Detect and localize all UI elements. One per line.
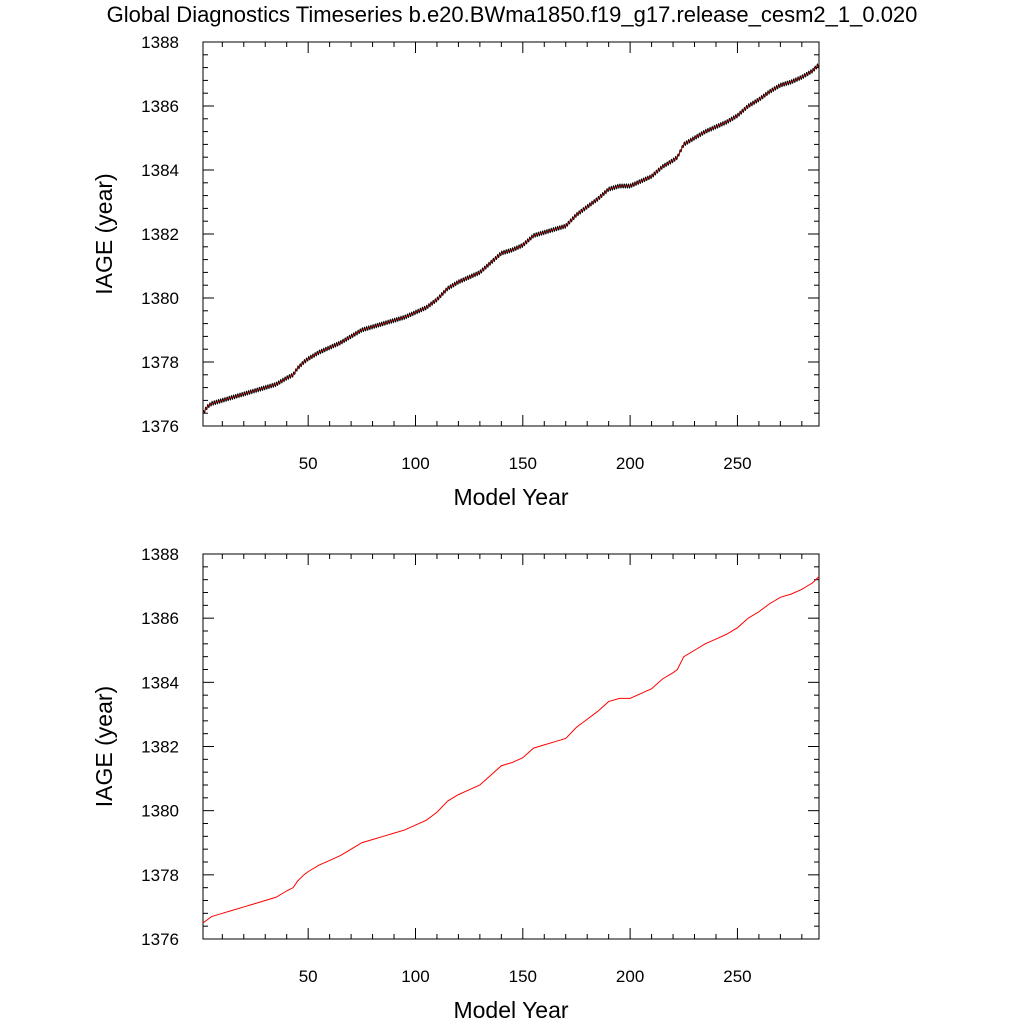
- series-line-annual: [202, 576, 820, 924]
- x-tick-label: 250: [723, 454, 751, 473]
- x-tick-label: 150: [509, 454, 537, 473]
- x-tick-label: 150: [509, 967, 537, 986]
- y-axis-label: IAGE (year): [91, 686, 117, 807]
- y-tick-label: 1380: [141, 289, 179, 308]
- y-tick-label: 1376: [141, 930, 179, 949]
- x-tick-label: 100: [401, 454, 429, 473]
- y-tick-label: 1382: [141, 225, 179, 244]
- y-axis-label: IAGE (year): [91, 173, 117, 294]
- x-tick-label: 200: [616, 454, 644, 473]
- x-tick-label: 100: [401, 967, 429, 986]
- series-line-monthly: [202, 63, 820, 414]
- x-tick-label: 50: [299, 967, 318, 986]
- y-tick-label: 1384: [141, 673, 179, 692]
- plot-frame: [202, 553, 820, 940]
- chart-panel-1: 50 100 150 200 250 1376 1378 1380 1382 1384 1386 13…: [91, 33, 820, 510]
- y-tick-label: 1378: [141, 353, 179, 372]
- chart-panel-2: 50 100 150 200 250 1376 1378 1380 1382 1384 1386 13…: [91, 545, 820, 1023]
- x-axis-label: Model Year: [453, 484, 568, 510]
- y-tick-label: 1376: [141, 417, 179, 436]
- y-tick-label: 1382: [141, 738, 179, 757]
- y-tick-label: 1380: [141, 802, 179, 821]
- y-tick-label: 1384: [141, 161, 179, 180]
- y-tick-label: 1386: [141, 97, 179, 116]
- y-tick-label: 1378: [141, 866, 179, 885]
- figure-title: Global Diagnostics Timeseries b.e20.BWma…: [106, 2, 918, 27]
- series-line-annual-overlay: [202, 64, 820, 414]
- y-tick-label: 1388: [141, 33, 179, 52]
- x-tick-label: 250: [723, 967, 751, 986]
- y-tick-label: 1388: [141, 545, 179, 564]
- y-tick-label: 1386: [141, 609, 179, 628]
- x-axis-label: Model Year: [453, 997, 568, 1023]
- plot-frame: [202, 41, 820, 427]
- x-tick-label: 200: [616, 967, 644, 986]
- x-tick-label: 50: [299, 454, 318, 473]
